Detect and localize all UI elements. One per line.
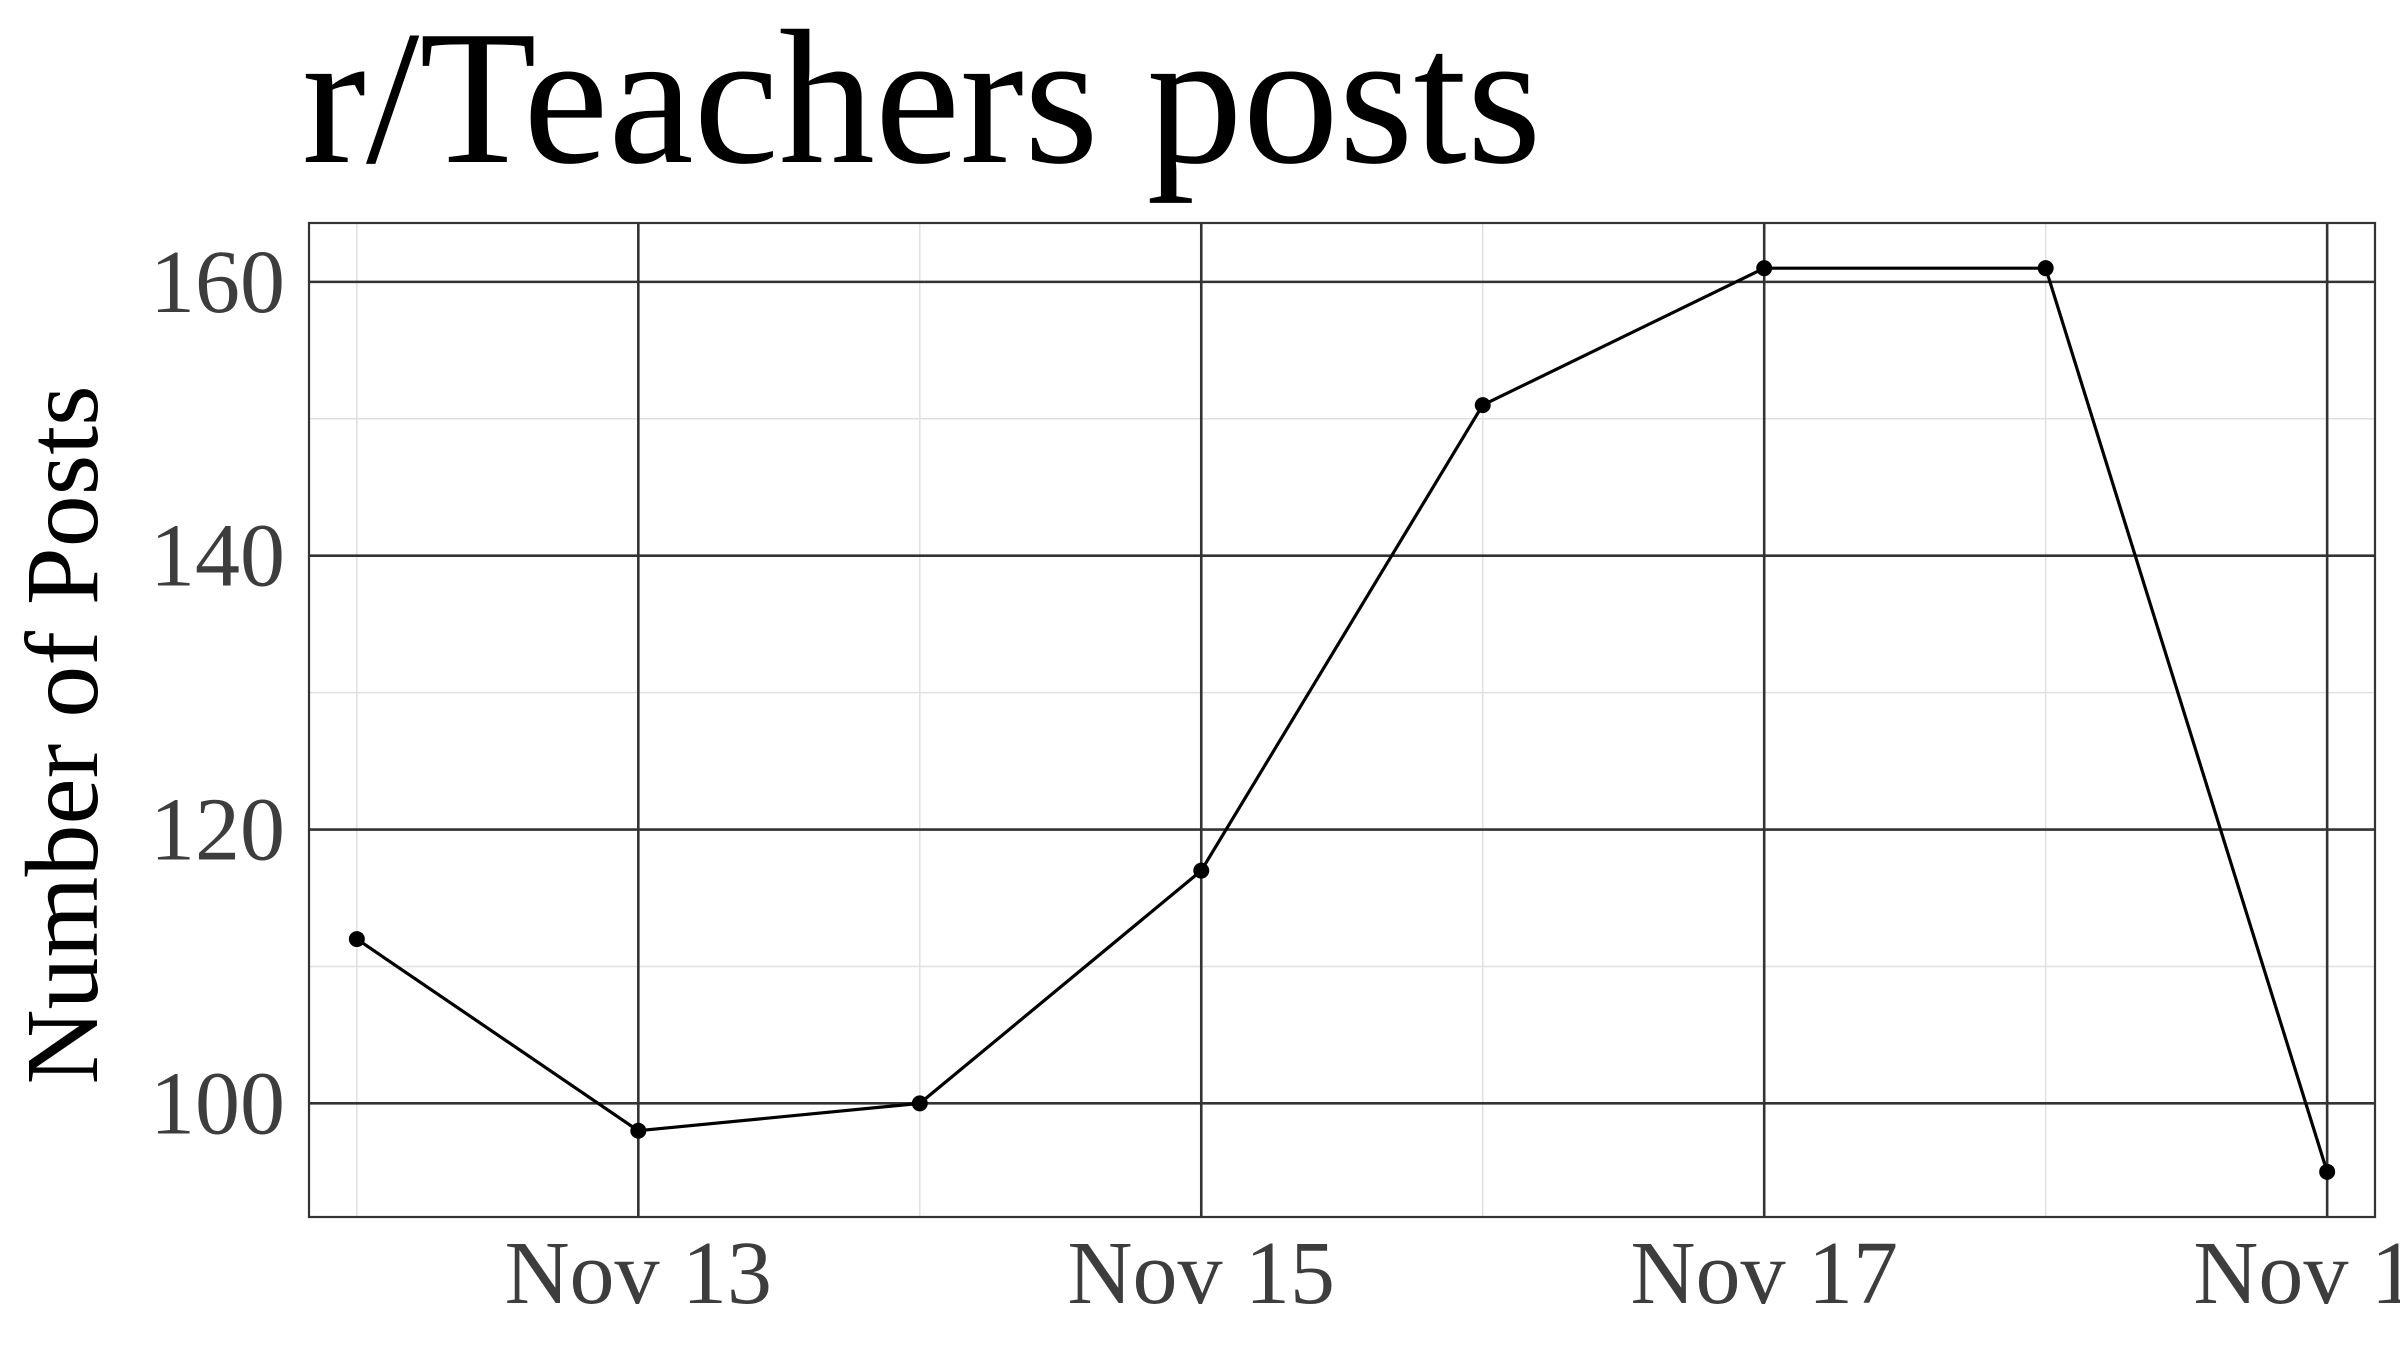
- x-tick-label: Nov 15: [1068, 1224, 1336, 1323]
- data-point: [1756, 260, 1772, 276]
- y-tick-labels: 100 120 140 160: [150, 233, 285, 1153]
- data-points: [349, 260, 2335, 1180]
- x-tick-labels: Nov 13 Nov 15 Nov 17 Nov 19: [505, 1224, 2400, 1323]
- series-line: [357, 268, 2327, 1172]
- data-point: [2319, 1164, 2335, 1180]
- y-tick-label: 120: [150, 781, 285, 880]
- major-gridlines: [309, 223, 2375, 1217]
- data-point: [912, 1095, 928, 1111]
- data-point: [349, 931, 365, 947]
- y-tick-label: 140: [150, 507, 285, 606]
- data-point: [2038, 260, 2054, 276]
- x-tick-label: Nov 17: [1630, 1224, 1898, 1323]
- panel-border: [309, 223, 2375, 1217]
- y-tick-label: 160: [150, 233, 285, 332]
- x-tick-label: Nov 13: [505, 1224, 773, 1323]
- x-tick-label: Nov 19: [2193, 1224, 2400, 1323]
- data-point: [1193, 863, 1209, 879]
- data-point: [630, 1123, 646, 1139]
- minor-gridlines: [309, 223, 2375, 1217]
- chart-title: r/Teachers posts: [302, 0, 1541, 204]
- y-axis-title: Number of Posts: [5, 385, 120, 1084]
- data-point: [1475, 397, 1491, 413]
- series-line-group: [357, 268, 2327, 1172]
- y-tick-label: 100: [150, 1054, 285, 1153]
